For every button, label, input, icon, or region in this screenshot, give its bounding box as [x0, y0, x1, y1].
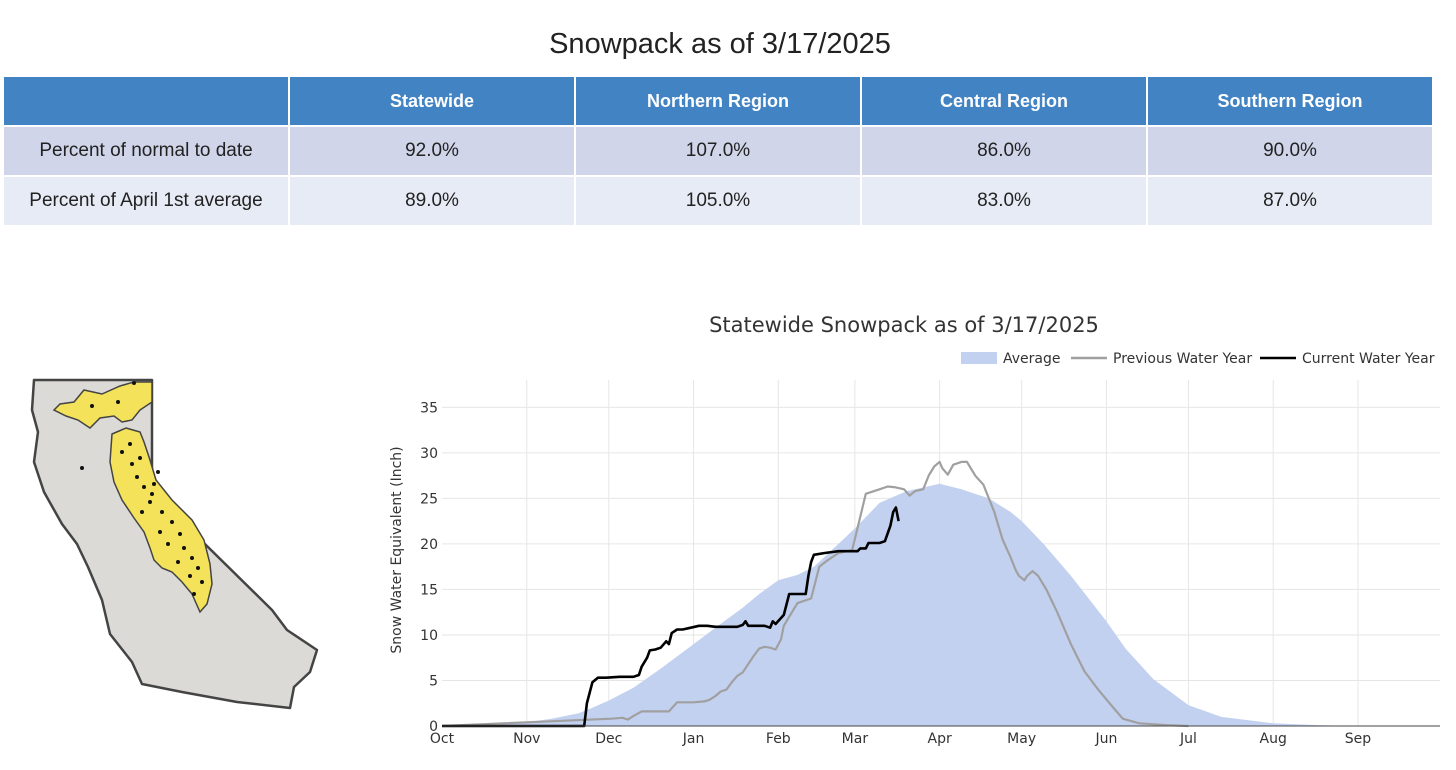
x-tick-label: May	[1007, 731, 1036, 747]
x-tick-label: Jul	[1179, 731, 1197, 747]
x-tick-label: Aug	[1260, 731, 1287, 747]
x-tick-label: Mar	[842, 731, 869, 747]
y-tick-label: 5	[429, 673, 438, 689]
x-tick-label: Apr	[928, 731, 952, 747]
california-map	[22, 372, 332, 717]
chart-title: Statewide Snowpack as of 3/17/2025	[709, 313, 1099, 337]
legend-swatch-average	[961, 352, 997, 364]
current-water-year-line	[442, 506, 900, 728]
cell-central: 83.0%	[862, 177, 1146, 225]
header-blank	[4, 77, 288, 125]
cell-southern: 87.0%	[1148, 177, 1432, 225]
y-tick-label: 30	[420, 446, 438, 462]
y-tick-label: 0	[429, 719, 438, 735]
cell-southern: 90.0%	[1148, 127, 1432, 175]
legend-label: Average	[1003, 351, 1061, 367]
snowpack-chart: Statewide Snowpack as of 3/17/2025 Snow …	[380, 300, 1450, 765]
snowpack-chart-svg: Statewide Snowpack as of 3/17/2025 Snow …	[389, 313, 1440, 747]
legend-label: Current Water Year	[1302, 351, 1435, 367]
average-area-series	[442, 483, 1440, 726]
table-row: Percent of normal to date 92.0% 107.0% 8…	[4, 127, 1432, 175]
header-central-region: Central Region	[862, 77, 1146, 125]
x-tick-label: Oct	[430, 731, 455, 747]
central-southern-snow-region	[109, 427, 213, 614]
row-label: Percent of April 1st average	[4, 177, 288, 225]
x-tick-label: Jun	[1094, 731, 1117, 747]
table-header-row: Statewide Northern Region Central Region…	[4, 77, 1432, 125]
x-tick-label: Dec	[595, 731, 622, 747]
cell-northern: 107.0%	[576, 127, 860, 175]
cell-central: 86.0%	[862, 127, 1146, 175]
row-label: Percent of normal to date	[4, 127, 288, 175]
cell-statewide: 92.0%	[290, 127, 574, 175]
x-tick-label: Sep	[1345, 731, 1372, 747]
legend-label: Previous Water Year	[1113, 351, 1252, 367]
header-northern-region: Northern Region	[576, 77, 860, 125]
x-tick-label: Nov	[513, 731, 540, 747]
table-row: Percent of April 1st average 89.0% 105.0…	[4, 177, 1432, 225]
snow-course-dots	[80, 381, 204, 596]
cell-statewide: 89.0%	[290, 177, 574, 225]
cell-northern: 105.0%	[576, 177, 860, 225]
header-statewide: Statewide	[290, 77, 574, 125]
y-tick-label: 35	[420, 400, 438, 416]
page-title: Snowpack as of 3/17/2025	[549, 28, 891, 60]
y-tick-label: 20	[420, 537, 438, 553]
y-axis-label: Snow Water Equivalent (Inch)	[389, 446, 405, 653]
california-map-icon	[30, 378, 319, 710]
x-tick-label: Feb	[766, 731, 791, 747]
header-southern-region: Southern Region	[1148, 77, 1432, 125]
x-tick-label: Jan	[682, 731, 705, 747]
y-tick-label: 15	[420, 582, 438, 598]
y-tick-label: 25	[420, 491, 438, 507]
northern-snow-region	[52, 381, 153, 429]
y-tick-label: 10	[420, 628, 438, 644]
previous-water-year-line	[441, 460, 1189, 728]
snowpack-table: Statewide Northern Region Central Region…	[2, 75, 1434, 227]
